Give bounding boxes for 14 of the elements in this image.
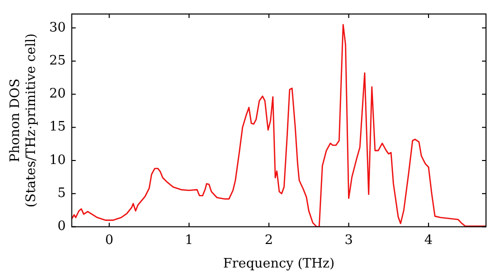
x-tick-label: 4 — [424, 232, 433, 248]
y-tick-label: 30 — [49, 20, 66, 36]
y-tick-label: 20 — [49, 86, 66, 102]
y-tick-label: 10 — [49, 152, 66, 168]
x-tick-label: 1 — [184, 232, 194, 248]
x-axis-title: Frequency (THz) — [223, 256, 335, 272]
x-tick-label: 3 — [344, 232, 353, 248]
x-tick-label: 2 — [264, 232, 274, 248]
y-tick-label: 15 — [49, 120, 66, 135]
y-tick-label: 5 — [57, 186, 66, 202]
y-tick-label: 0 — [57, 219, 66, 234]
y-axis-title: Phonon DOS (States/THz·primitive cell) — [8, 33, 39, 208]
y-tick-label: 25 — [49, 53, 66, 68]
x-tick-label: 0 — [105, 232, 114, 248]
